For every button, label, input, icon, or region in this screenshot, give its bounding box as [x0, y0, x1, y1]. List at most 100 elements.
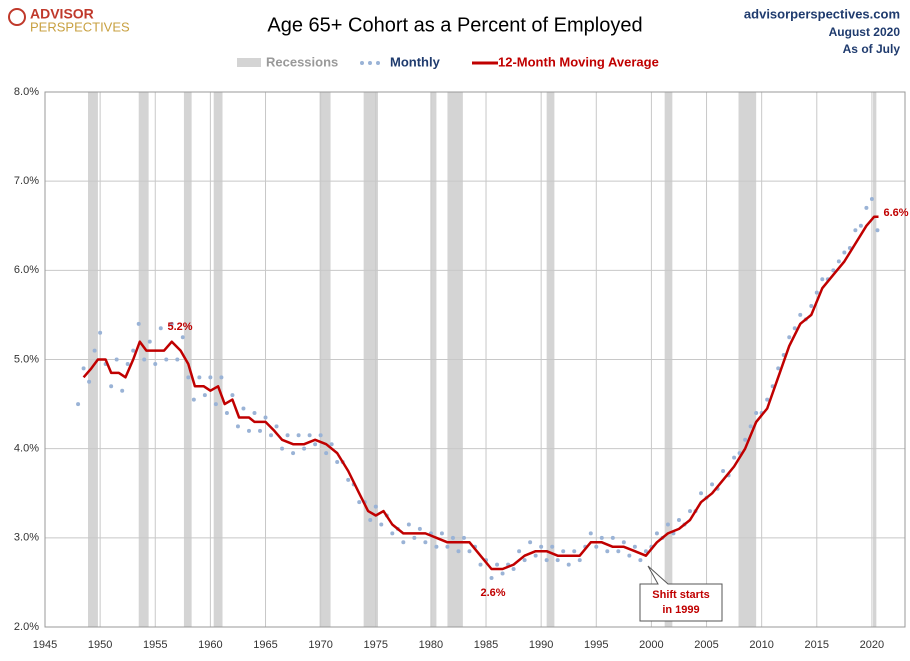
brand: PERSPECTIVES [30, 19, 130, 34]
monthly-dot [599, 535, 604, 540]
monthly-dot [643, 549, 648, 554]
source: August 2020 [829, 25, 901, 39]
x-tick-label: 2015 [805, 639, 829, 651]
logo-icon [8, 8, 26, 26]
monthly-dot [423, 540, 428, 545]
monthly-dot [125, 361, 130, 366]
monthly-dot [588, 531, 593, 536]
annotation: 2.6% [480, 587, 505, 599]
monthly-dot [147, 339, 152, 344]
monthly-dot [114, 357, 119, 362]
monthly-dot [280, 446, 285, 451]
monthly-dot [594, 544, 599, 549]
monthly-dot [489, 575, 494, 580]
x-tick-label: 1965 [253, 639, 277, 651]
monthly-dot [688, 509, 692, 514]
monthly-dot [721, 468, 726, 473]
monthly-dot [445, 544, 450, 549]
monthly-dot [858, 223, 863, 228]
monthly-dot [467, 549, 472, 554]
x-tick-label: 1980 [419, 639, 443, 651]
monthly-dot [202, 393, 207, 398]
monthly-dot [263, 415, 268, 420]
monthly-dot [550, 544, 555, 549]
callout-box [639, 565, 723, 622]
legend-swatch [376, 61, 380, 65]
x-tick-label: 1995 [584, 639, 608, 651]
legend-swatch [360, 61, 364, 65]
x-tick-label: 1970 [308, 639, 332, 651]
monthly-dot [368, 518, 373, 522]
monthly-dot [787, 335, 792, 340]
monthly-dot [566, 562, 571, 567]
monthly-dot [269, 433, 274, 438]
x-tick-label: 1950 [88, 639, 112, 651]
monthly-dot [676, 518, 681, 522]
legend-label: Recessions [266, 54, 338, 69]
monthly-dot [164, 357, 169, 362]
monthly-dot [869, 197, 874, 201]
monthly-dot [814, 290, 819, 295]
monthly-dot [864, 205, 869, 210]
monthly-dot [313, 442, 318, 447]
y-tick-label: 4.0% [14, 443, 39, 455]
monthly-dot [142, 357, 147, 362]
monthly-dot [373, 504, 378, 509]
monthly-dot [820, 277, 825, 282]
annotation: 6.6% [883, 207, 908, 219]
x-tick-label: 1960 [198, 639, 222, 651]
legend-label: 12-Month Moving Average [498, 54, 659, 69]
monthly-dot [632, 544, 637, 549]
plot-frame [44, 91, 906, 628]
monthly-dot [748, 424, 753, 429]
monthly-dot [246, 428, 251, 433]
monthly-dot [533, 553, 538, 558]
monthly-dot [76, 402, 81, 407]
x-tick-label: 1945 [33, 639, 57, 651]
monthly-dot [401, 540, 406, 545]
legend-swatch [237, 58, 261, 67]
callout-text: in 1999 [662, 604, 699, 616]
monthly-dot [329, 442, 334, 447]
monthly-dot [765, 397, 770, 402]
monthly-dot [307, 433, 312, 438]
monthly-dot [638, 558, 643, 563]
monthly-dot [224, 411, 229, 415]
y-tick-label: 2.0% [14, 621, 39, 633]
monthly-dot [417, 526, 422, 531]
monthly-dot [131, 348, 136, 353]
y-tick-label: 5.0% [14, 353, 39, 365]
x-tick-label: 1985 [474, 639, 498, 651]
monthly-dot [175, 357, 180, 362]
monthly-dot [208, 375, 213, 380]
monthly-dot [798, 312, 803, 317]
x-tick-label: 2005 [694, 639, 718, 651]
monthly-dot [241, 406, 246, 411]
monthly-dot [346, 477, 351, 482]
monthly-dot [572, 549, 577, 554]
y-tick-label: 8.0% [14, 86, 39, 98]
monthly-dot [627, 553, 632, 558]
monthly-dot [406, 522, 411, 527]
source: As of July [843, 42, 901, 56]
monthly-dot [610, 535, 615, 540]
monthly-dot [153, 361, 158, 366]
monthly-dot [81, 366, 86, 371]
monthly-dot [743, 437, 748, 442]
monthly-dot [875, 228, 880, 233]
monthly-dot [357, 500, 362, 505]
monthly-dot [710, 482, 715, 487]
monthly-dot [517, 549, 522, 554]
monthly-dot [450, 535, 455, 540]
monthly-dot [654, 531, 659, 536]
monthly-dot [186, 375, 191, 380]
monthly-dot [87, 379, 92, 384]
monthly-dot [197, 375, 202, 380]
x-tick-label: 2000 [639, 639, 663, 651]
monthly-dot [776, 366, 781, 371]
monthly-dot [511, 567, 516, 572]
brand: ADVISOR [30, 6, 94, 22]
monthly-dot [324, 451, 329, 456]
monthly-dot [478, 562, 483, 567]
monthly-dot [528, 540, 533, 545]
